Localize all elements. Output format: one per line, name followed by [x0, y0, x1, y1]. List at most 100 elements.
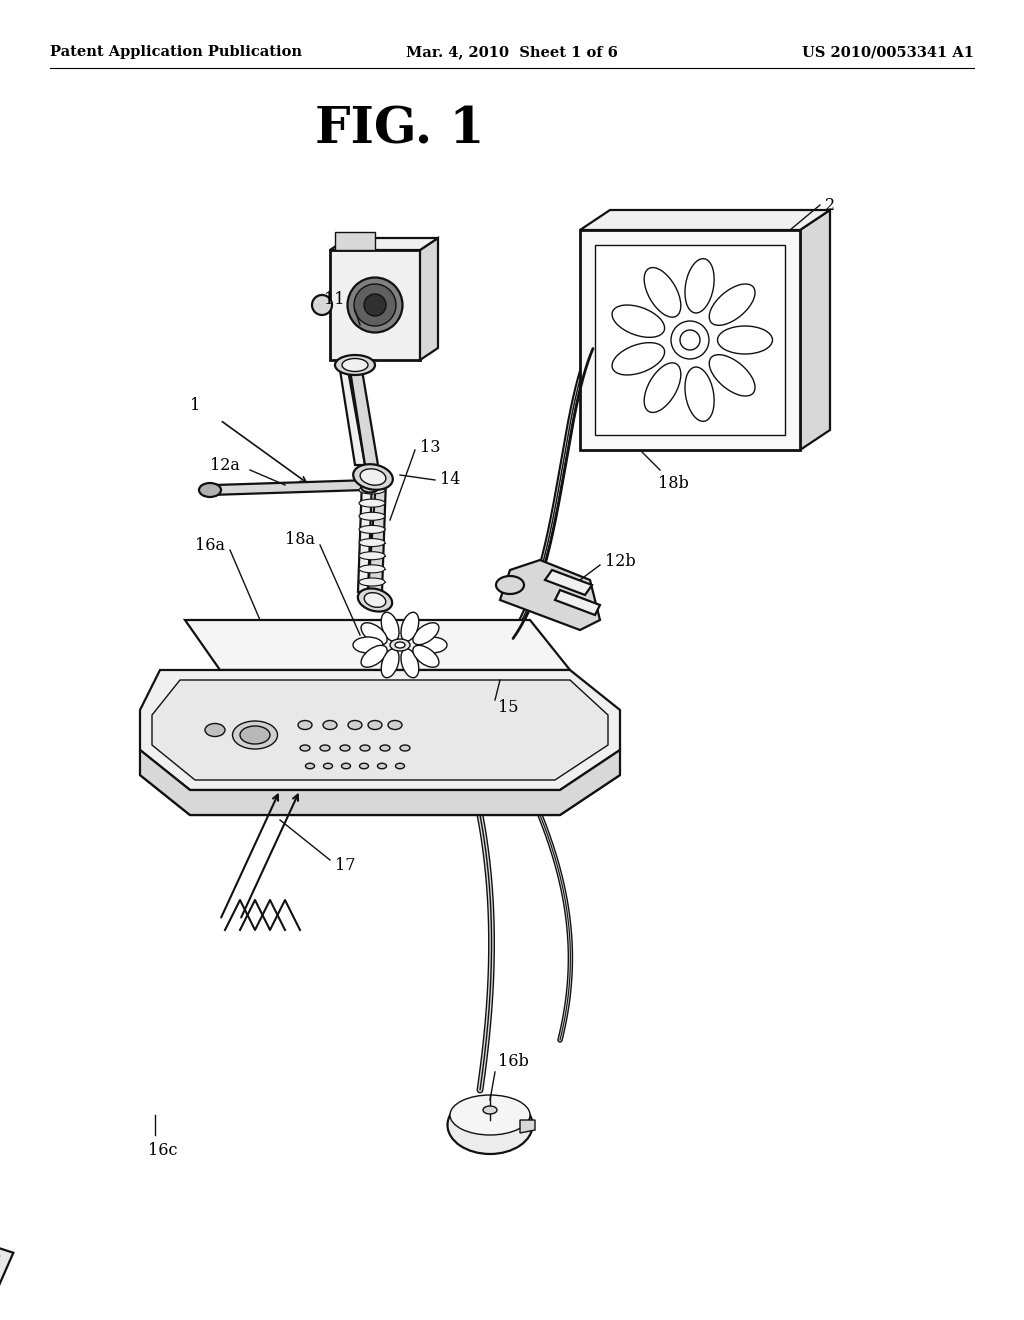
Ellipse shape — [342, 359, 368, 371]
Ellipse shape — [323, 721, 337, 730]
Ellipse shape — [359, 539, 385, 546]
Ellipse shape — [671, 321, 709, 359]
Ellipse shape — [483, 1106, 497, 1114]
Ellipse shape — [718, 326, 772, 354]
Text: Patent Application Publication: Patent Application Publication — [50, 45, 302, 59]
Ellipse shape — [685, 259, 714, 313]
Polygon shape — [185, 620, 570, 671]
Ellipse shape — [298, 721, 312, 730]
Ellipse shape — [401, 649, 419, 677]
Ellipse shape — [378, 763, 386, 768]
Ellipse shape — [413, 623, 439, 644]
Polygon shape — [555, 590, 600, 615]
Ellipse shape — [685, 367, 714, 421]
Ellipse shape — [359, 486, 385, 494]
Text: 15: 15 — [498, 700, 518, 717]
Text: 18a: 18a — [285, 532, 315, 549]
Ellipse shape — [612, 305, 665, 338]
Text: 17: 17 — [335, 857, 355, 874]
Text: 16b: 16b — [498, 1053, 528, 1071]
Polygon shape — [368, 480, 386, 591]
Ellipse shape — [357, 589, 392, 611]
Ellipse shape — [710, 284, 755, 325]
Ellipse shape — [347, 277, 402, 333]
Ellipse shape — [395, 763, 404, 768]
Polygon shape — [140, 671, 620, 789]
Ellipse shape — [324, 763, 333, 768]
Polygon shape — [500, 560, 600, 630]
Ellipse shape — [354, 284, 396, 326]
Ellipse shape — [365, 593, 386, 607]
Polygon shape — [580, 230, 800, 450]
Ellipse shape — [359, 525, 385, 533]
Ellipse shape — [400, 744, 410, 751]
Ellipse shape — [361, 482, 379, 492]
Text: 16c: 16c — [148, 1142, 177, 1159]
Polygon shape — [520, 1119, 535, 1133]
Ellipse shape — [335, 355, 375, 375]
Ellipse shape — [390, 639, 410, 651]
Text: 12a: 12a — [210, 457, 240, 474]
Text: US 2010/0053341 A1: US 2010/0053341 A1 — [802, 45, 974, 59]
Ellipse shape — [353, 638, 383, 653]
Ellipse shape — [612, 343, 665, 375]
Polygon shape — [358, 480, 372, 591]
Ellipse shape — [360, 744, 370, 751]
Ellipse shape — [319, 744, 330, 751]
Text: Mar. 4, 2010  Sheet 1 of 6: Mar. 4, 2010 Sheet 1 of 6 — [407, 45, 617, 59]
Ellipse shape — [305, 763, 314, 768]
Ellipse shape — [348, 721, 362, 730]
Ellipse shape — [359, 763, 369, 768]
Text: 11: 11 — [325, 292, 345, 309]
Ellipse shape — [380, 744, 390, 751]
Polygon shape — [330, 238, 438, 249]
Ellipse shape — [680, 330, 700, 350]
Ellipse shape — [240, 726, 270, 744]
Polygon shape — [350, 370, 378, 465]
Text: FIG. 1: FIG. 1 — [315, 106, 484, 154]
Ellipse shape — [417, 638, 447, 653]
Ellipse shape — [205, 723, 225, 737]
Polygon shape — [580, 210, 830, 230]
Polygon shape — [340, 370, 365, 465]
Text: 14: 14 — [440, 471, 461, 488]
Polygon shape — [595, 246, 785, 436]
Polygon shape — [210, 480, 370, 495]
Ellipse shape — [360, 469, 386, 486]
Text: 12b: 12b — [605, 553, 636, 570]
Ellipse shape — [361, 645, 387, 667]
Ellipse shape — [381, 649, 399, 677]
Polygon shape — [152, 680, 608, 780]
Polygon shape — [140, 750, 620, 814]
Ellipse shape — [359, 499, 385, 507]
Ellipse shape — [359, 552, 385, 560]
Ellipse shape — [359, 578, 385, 586]
Ellipse shape — [341, 763, 350, 768]
Ellipse shape — [300, 744, 310, 751]
Ellipse shape — [496, 576, 524, 594]
Ellipse shape — [340, 744, 350, 751]
Ellipse shape — [361, 623, 387, 644]
Polygon shape — [330, 249, 420, 360]
Ellipse shape — [381, 612, 399, 642]
Polygon shape — [545, 570, 592, 595]
Polygon shape — [140, 775, 620, 814]
Ellipse shape — [450, 1096, 530, 1135]
Ellipse shape — [413, 645, 439, 667]
Text: 2: 2 — [825, 197, 836, 214]
Polygon shape — [800, 210, 830, 450]
Ellipse shape — [401, 612, 419, 642]
Ellipse shape — [710, 355, 755, 396]
Ellipse shape — [364, 294, 386, 315]
Ellipse shape — [359, 512, 385, 520]
Bar — [335, 232, 375, 249]
Ellipse shape — [368, 721, 382, 730]
Ellipse shape — [644, 268, 681, 317]
Polygon shape — [420, 238, 438, 360]
Ellipse shape — [395, 642, 406, 648]
Polygon shape — [0, 1213, 13, 1299]
Text: 1: 1 — [189, 396, 200, 413]
Ellipse shape — [388, 721, 402, 730]
Text: 13: 13 — [420, 440, 440, 457]
Text: 16a: 16a — [195, 536, 225, 553]
